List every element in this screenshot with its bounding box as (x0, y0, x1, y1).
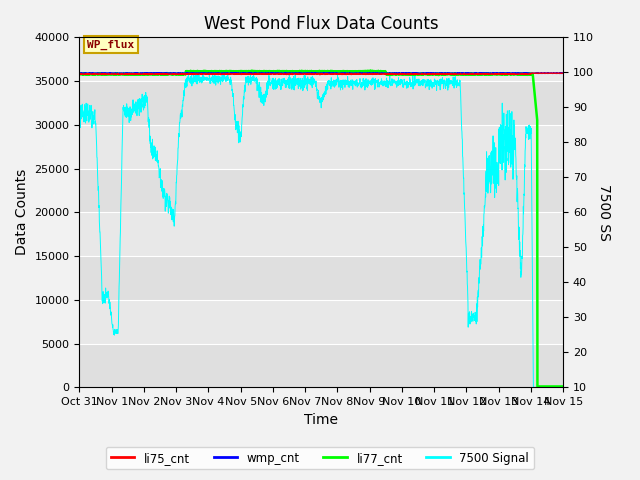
Bar (79, 344, 563, 387)
X-axis label: Time: Time (304, 413, 339, 427)
Bar (79, 256, 563, 300)
Legend: li75_cnt, wmp_cnt, li77_cnt, 7500 Signal: li75_cnt, wmp_cnt, li77_cnt, 7500 Signal (106, 447, 534, 469)
Y-axis label: 7500 SS: 7500 SS (596, 184, 611, 241)
Y-axis label: Data Counts: Data Counts (15, 169, 29, 255)
Bar (79, 168, 563, 212)
Bar (79, 81, 563, 125)
Title: West Pond Flux Data Counts: West Pond Flux Data Counts (204, 15, 438, 33)
Text: WP_flux: WP_flux (88, 40, 134, 50)
